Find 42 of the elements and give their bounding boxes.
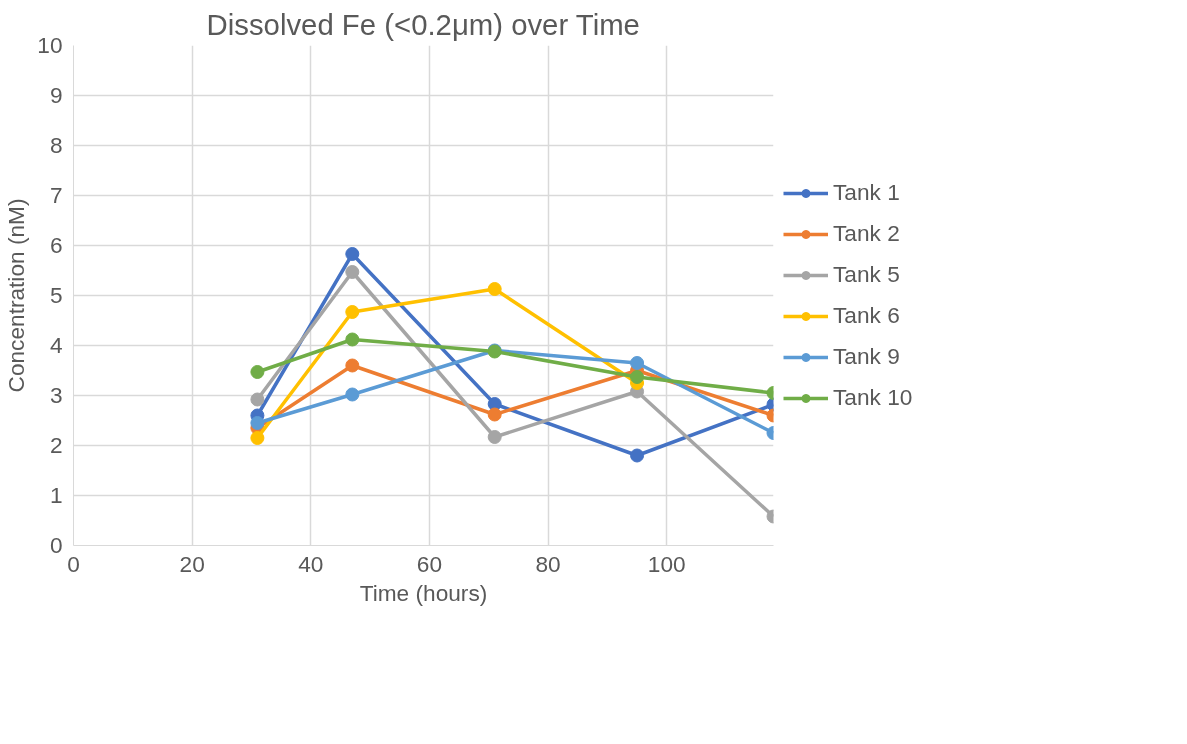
y-tick-label: 7 [49,182,63,208]
x-tick-label: 60 [416,550,443,577]
point [250,431,265,445]
y-tick-label: 9 [49,82,63,108]
y-tick-label: 2 [49,432,63,458]
y-tick-label: 8 [49,132,63,158]
point [487,282,502,296]
point [630,370,645,384]
point [630,448,645,463]
point [487,407,502,422]
point [345,305,360,319]
x-tick-label: 20 [179,550,205,577]
y-tick-label: 4 [49,332,63,358]
y-tick-label: 5 [49,282,63,308]
x-tick-label: 80 [535,550,561,577]
y-tick-label: 3 [49,382,63,408]
y-tick-label: 0 [49,532,63,558]
chart-title: Dissolved Fe (<0.2μm) over Time [206,7,640,41]
x-tick-label: 40 [298,550,324,577]
legend-label: Tank 2 [833,220,900,247]
legend-label: Tank 9 [833,343,900,370]
point [345,358,360,373]
x-tick-label: 100 [647,550,686,577]
point [250,392,265,407]
legend-label: Tank 5 [833,261,900,288]
legend-label: Tank 1 [833,179,900,206]
point [250,416,265,430]
point [345,265,360,279]
y-tick-label: 10 [37,32,63,58]
point [345,387,360,402]
legend-label: Tank 10 [833,384,913,411]
point [630,356,645,370]
x-axis-title: Time (hours) [359,579,488,606]
point [250,365,265,379]
point [487,430,502,444]
y-tick-label: 6 [49,232,63,258]
point [345,247,360,261]
legend-label: Tank 6 [833,302,900,329]
point [345,332,360,347]
y-axis-title: Concentration (nM) [3,198,30,393]
y-tick-label: 1 [49,482,63,508]
x-tick-label: 0 [67,550,80,577]
